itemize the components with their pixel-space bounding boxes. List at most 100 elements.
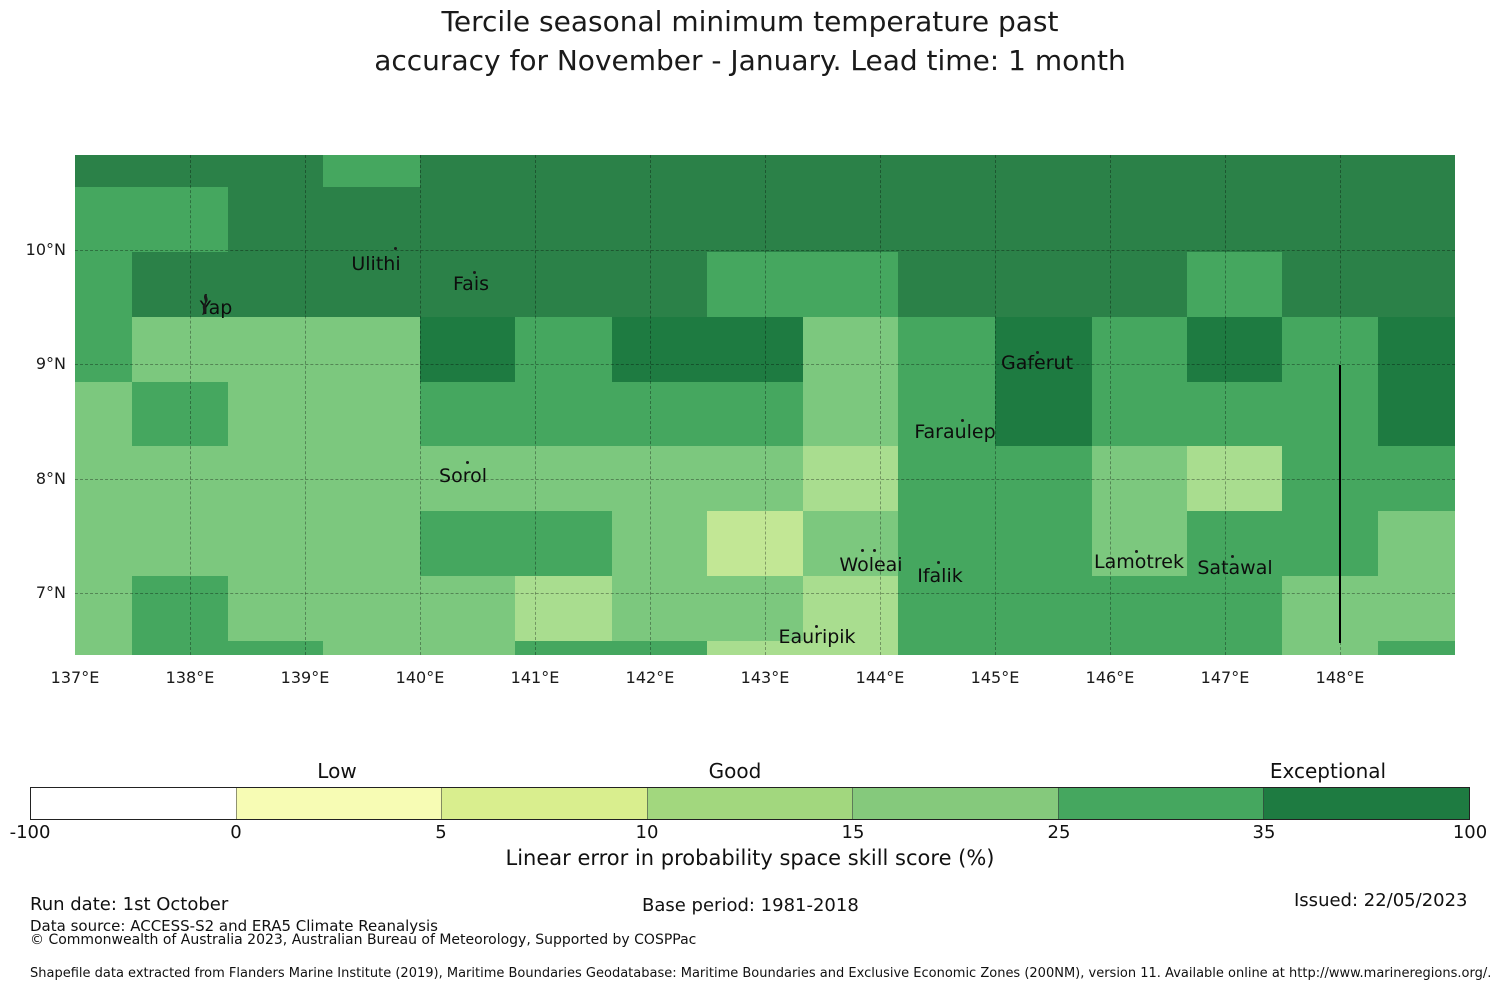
map-cell: [132, 641, 228, 655]
gridline-meridian: [420, 155, 421, 655]
island-dot: [394, 247, 397, 250]
map-cell: [995, 187, 1092, 252]
colorbar-tick-label: 0: [230, 822, 242, 843]
map-cell: [995, 252, 1092, 317]
x-tick-label: 139°E: [280, 668, 330, 687]
map-cell: [995, 641, 1092, 655]
heatmap-plot-area: Yap Ulithi Fais Sorol Gaferut Faraulep Woleai I…: [75, 155, 1455, 655]
gridline-meridian: [190, 155, 191, 655]
map-cell: [420, 382, 515, 446]
map-cell: [898, 576, 995, 641]
map-cell: [132, 446, 228, 511]
map-cell: [995, 382, 1092, 446]
map-cell: [75, 511, 132, 576]
map-cell: [75, 187, 132, 252]
island-label: Fais: [452, 273, 490, 295]
map-cell: [612, 155, 707, 187]
island-dot: [937, 561, 940, 564]
map-cell: [1282, 155, 1378, 187]
map-cell: [1378, 576, 1455, 641]
map-cell: [1282, 511, 1378, 576]
map-cell: [612, 252, 707, 317]
base-period-text: Base period: 1981-2018: [642, 895, 859, 916]
x-tick-label: 148°E: [1315, 668, 1365, 687]
map-cell: [515, 317, 612, 382]
map-cell: [803, 252, 898, 317]
map-cell: [995, 576, 1092, 641]
y-tick-label: 7°N: [35, 583, 66, 602]
gridline-meridian: [765, 155, 766, 655]
gridline-parallel: [75, 364, 1455, 365]
map-cell: [1378, 511, 1455, 576]
island-label: Sorol: [439, 465, 487, 487]
map-cell: [228, 187, 323, 252]
map-cell: [898, 511, 995, 576]
map-cell: [1092, 317, 1187, 382]
map-cell: [228, 511, 323, 576]
colorbar-segment: [1057, 788, 1264, 819]
x-tick-label: 143°E: [740, 668, 790, 687]
map-cell: [1187, 641, 1282, 655]
map-cell: [323, 382, 420, 446]
map-cell: [420, 446, 515, 511]
x-tick-label: 140°E: [395, 668, 445, 687]
map-cell: [228, 641, 323, 655]
island-label: Ifalik: [917, 565, 963, 587]
data-source-text: Data source: ACCESS-S2 and ERA5 Climate …: [30, 917, 438, 935]
map-cell: [1187, 187, 1282, 252]
map-cell: [75, 641, 132, 655]
island-label: Faraulep: [914, 421, 996, 443]
map-cell: [228, 382, 323, 446]
shapefile-credit-text: Shapefile data extracted from Flanders M…: [30, 966, 1492, 981]
map-cell: [803, 187, 898, 252]
map-cell: [1282, 382, 1378, 446]
colorbar-tick-label: 10: [635, 822, 659, 843]
map-cell: [75, 317, 132, 382]
island-label: Gaferut: [1000, 352, 1074, 374]
map-cell: [1187, 155, 1282, 187]
map-cell: [707, 511, 803, 576]
colorbar-tick-label: 5: [435, 822, 447, 843]
colorbar-tick-label: 25: [1047, 822, 1071, 843]
map-cell: [132, 317, 228, 382]
map-cell: [228, 317, 323, 382]
map-cell: [1378, 641, 1455, 655]
run-date-text: Run date: 1st October: [30, 894, 229, 915]
x-tick-label: 141°E: [510, 668, 560, 687]
x-tick-label: 146°E: [1085, 668, 1135, 687]
map-cell: [1187, 446, 1282, 511]
map-cell: [515, 155, 612, 187]
map-cell: [1187, 317, 1282, 382]
map-cell: [612, 382, 707, 446]
map-cell: [1092, 382, 1187, 446]
map-cell: [323, 252, 420, 317]
map-cell: [1378, 187, 1455, 252]
map-cell: [1378, 382, 1455, 446]
island-dot: [1036, 351, 1039, 354]
chart-title: Tercile seasonal minimum temperature pas…: [0, 2, 1500, 80]
colorbar-tick-label: -100: [9, 822, 51, 843]
colorbar-segment: [235, 788, 442, 819]
map-cell: [75, 576, 132, 641]
map-cell: [515, 187, 612, 252]
x-tick-label: 142°E: [625, 668, 675, 687]
map-cell: [420, 641, 515, 655]
map-cell: [1282, 576, 1378, 641]
map-cell: [420, 252, 515, 317]
map-cell: [75, 155, 132, 187]
map-cell: [995, 511, 1092, 576]
map-cell: [323, 317, 420, 382]
map-cell: [612, 317, 707, 382]
map-cell: [515, 511, 612, 576]
map-cell: [1282, 446, 1378, 511]
map-cell: [515, 382, 612, 446]
island-dot: [1231, 555, 1234, 558]
island-label: Ulithi: [351, 253, 401, 275]
map-cell: [803, 382, 898, 446]
map-cell: [1282, 187, 1378, 252]
x-tick-label: 138°E: [165, 668, 215, 687]
island-dot: [873, 549, 876, 552]
colorbar: [30, 787, 1470, 820]
map-cell: [420, 317, 515, 382]
